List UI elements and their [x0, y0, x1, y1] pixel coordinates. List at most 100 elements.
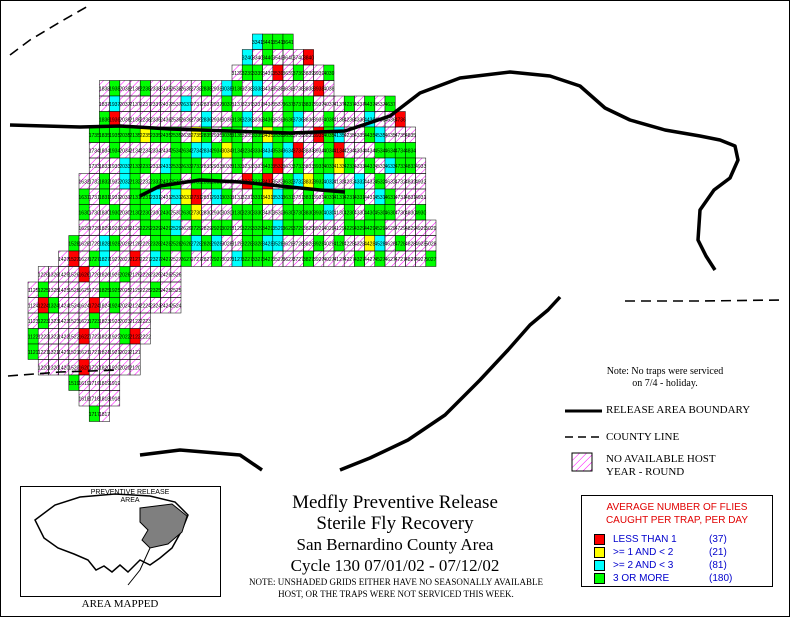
grid-cell-label: 2830 — [201, 210, 212, 216]
grid-cell-label: 1922 — [109, 334, 120, 340]
grid-cell-label: 2023 — [119, 319, 130, 325]
grid-cell-label: 3435 — [262, 133, 273, 139]
grid-cell-label: 2030 — [119, 210, 130, 216]
grid-cell-label: 1928 — [109, 241, 120, 247]
grid-cell-label: 3038 — [221, 86, 232, 92]
grid-cell-label: 4731 — [395, 195, 406, 201]
grid-cell-label: 3735 — [293, 133, 304, 139]
grid-cell-label: 4929 — [415, 226, 426, 232]
grid-cell-label: 4537 — [374, 102, 385, 108]
grid-cell-label: 4533 — [374, 164, 385, 170]
grid-cell-label: 3534 — [272, 148, 283, 154]
grid-cell-label: 3430 — [262, 210, 273, 216]
grid-cell-label: 2535 — [170, 133, 181, 139]
grid-cell-label: 3431 — [262, 195, 273, 201]
grid-cell-label: 3828 — [303, 241, 314, 247]
grid-cell-label: 2036 — [119, 117, 130, 123]
grid-cell-label: 4636 — [385, 117, 396, 123]
grid-cell-label: 3539 — [272, 71, 283, 77]
grid-cell-label: 3827 — [303, 257, 314, 263]
grid-cell-label: 1722 — [89, 334, 100, 340]
grid-cell-label: 1422 — [58, 334, 69, 340]
grid-cell-label: 2136 — [130, 117, 141, 123]
inset-caption: AREA MAPPED — [81, 598, 159, 610]
grid-cell-label: 3440 — [262, 55, 273, 61]
grid-cell-label: 3641 — [283, 40, 294, 46]
grid-cell-label: 4329 — [354, 226, 365, 232]
grid-cell-label: 4137 — [334, 102, 345, 108]
grid-cell-label: 4527 — [374, 257, 385, 263]
grid-cell-label: 3231 — [242, 195, 253, 201]
release-area-boundary — [9, 70, 740, 472]
grid-cell-label: 3738 — [293, 86, 304, 92]
grid-cell-label: 3235 — [242, 133, 253, 139]
grid-cell-label: 3838 — [303, 86, 314, 92]
note-holiday-line-2: on 7/4 - holiday. — [632, 378, 698, 389]
grid-cell-label: 4628 — [385, 241, 396, 247]
grid-cell-label: 2331 — [150, 195, 161, 201]
grid-cell-label: 4031 — [323, 195, 334, 201]
grid-cell-label: 3134 — [232, 148, 243, 154]
grid-cell-label: 2634 — [181, 148, 192, 154]
grid-cell-label: 3139 — [232, 71, 243, 77]
grid-cell-label: 4029 — [323, 226, 334, 232]
grid-cell-label: 4331 — [354, 195, 365, 201]
grid-cell-label: 1923 — [109, 319, 120, 325]
grid-cell-label: 3528 — [272, 241, 283, 247]
grid-cell-label: 1818 — [99, 396, 110, 402]
grid-cell-label: 2325 — [150, 288, 161, 294]
grid-cell — [170, 297, 182, 314]
grid-cell-label: 4728 — [395, 241, 406, 247]
grid-cell-label: 1624 — [79, 303, 90, 309]
grid-cell-label: 2235 — [140, 133, 151, 139]
grid-cell-label: 3629 — [283, 226, 294, 232]
grid-cell-label: 2432 — [160, 179, 171, 185]
grid-cell-label: 4437 — [364, 102, 375, 108]
grid-cell-label: 2128 — [130, 241, 141, 247]
grid-cell-label: 2635 — [181, 133, 192, 139]
note-unshaded-line-2: HOST, OR THE TRAPS WERE NOT SERVICED THI… — [278, 589, 514, 599]
grid-cell-label: 3733 — [293, 164, 304, 170]
grid-cell-label: 1724 — [89, 303, 100, 309]
grid-cell-label: 3935 — [313, 133, 324, 139]
grid-cell-label: 4429 — [364, 226, 375, 232]
grid-cell-label: 3331 — [252, 195, 263, 201]
grid-cell-label: 2633 — [181, 164, 192, 170]
grid-cell-label: 4236 — [344, 117, 355, 123]
grid-cell-label: 2730 — [191, 210, 202, 216]
grid-cell-label: 1931 — [109, 195, 120, 201]
grid-cell-label: 4727 — [395, 257, 406, 263]
grid-cell-label: 1830 — [99, 210, 110, 216]
grid-cell-label: 3338 — [252, 86, 263, 92]
grid-cell-label: 1719 — [89, 381, 100, 387]
grid-cell-label: 4633 — [385, 164, 396, 170]
legend-count: (21) — [709, 547, 727, 558]
grid-cell-label: 3229 — [242, 226, 253, 232]
grid-cell-label: 2327 — [150, 257, 161, 263]
grid-cell-label: 4134 — [334, 148, 345, 154]
grid-cell-label: 1423 — [58, 319, 69, 325]
grid-cell-label: 2234 — [140, 148, 151, 154]
grid-cell-label: 2636 — [181, 117, 192, 123]
grid-cell-label: 3028 — [221, 241, 232, 247]
grid-cell-label: 3834 — [303, 148, 314, 154]
grid-cell-label: 2834 — [201, 148, 212, 154]
grid-cell-label: 2025 — [119, 288, 130, 294]
grid-cell-label: 2537 — [170, 102, 181, 108]
grid-cell-label: 3936 — [313, 117, 324, 123]
grid-cell-label: 3730 — [293, 210, 304, 216]
grid-cell-label: 2129 — [130, 226, 141, 232]
grid-cell-label: 1225 — [38, 288, 49, 294]
grid-cell-label: 4034 — [323, 148, 334, 154]
grid-cell-label: 4733 — [395, 164, 406, 170]
grid-cell-label: 2838 — [201, 86, 212, 92]
grid-cell-label: 2738 — [191, 86, 202, 92]
grid-cell-label: 4228 — [344, 241, 355, 247]
grid-cell-label: 4133 — [334, 164, 345, 170]
grid-cell-label: 1935 — [109, 133, 120, 139]
grid-cell-label: 3640 — [283, 55, 294, 61]
grid-cell-label: 3135 — [232, 133, 243, 139]
grid-cell-label: 3636 — [283, 117, 294, 123]
grid-cell-label: 1727 — [89, 257, 100, 263]
grid-cell-label: 2232 — [140, 179, 151, 185]
